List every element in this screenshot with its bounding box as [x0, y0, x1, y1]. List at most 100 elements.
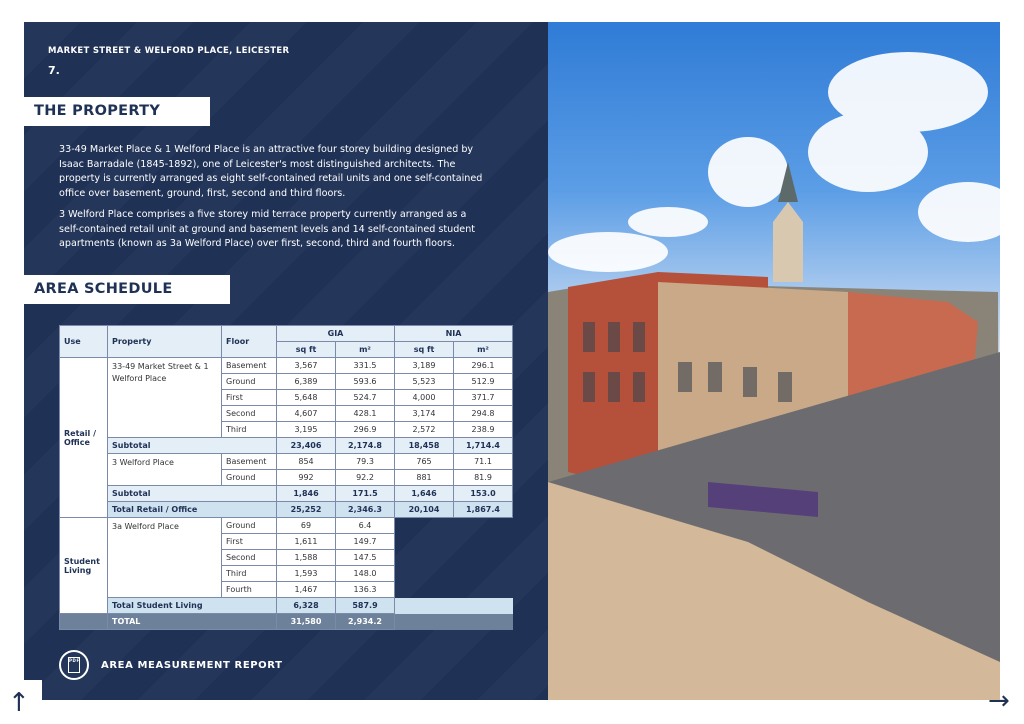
property-name: 33-49 Market Street & 1 Welford Place: [107, 357, 222, 438]
arrow-up-icon[interactable]: ↑: [8, 688, 30, 718]
table-row: Total Retail / Office 25,252 2,346.3 20,104…: [60, 501, 513, 518]
table-cell: 5,648: [276, 389, 336, 406]
table-row: Use Property Floor GIA NIA: [59, 325, 513, 358]
grand-total-label: TOTAL: [107, 613, 277, 630]
header-unit: m²: [335, 341, 395, 358]
table-row: Total Student Living 6,328 587.9: [60, 597, 513, 614]
table-cell: 593.6: [335, 373, 395, 390]
table-cell: 331.5: [335, 357, 395, 374]
header-floor: Floor: [221, 325, 277, 358]
table-cell: 69: [276, 517, 336, 534]
table-cell: 2,934.2: [335, 613, 395, 630]
empty-cell: [59, 613, 108, 630]
table-cell: 25,252: [276, 501, 336, 518]
table-cell: First: [221, 533, 277, 550]
section-heading-property: THE PROPERTY: [24, 97, 210, 126]
table-row: Ground 992 92.2 881 81.9: [60, 469, 513, 486]
table-cell: 3,174: [394, 405, 454, 422]
page-number: 7.: [48, 64, 60, 77]
table-row: Ground 6,389 593.6 5,523 512.9: [60, 373, 513, 390]
table-cell: 1,846: [276, 485, 336, 502]
empty-cell: [394, 613, 513, 630]
table-cell: Basement: [221, 357, 277, 374]
header-nia: NIA: [394, 325, 513, 342]
property-name: 3a Welford Place: [107, 517, 222, 598]
table-cell: 296.9: [335, 421, 395, 438]
table-cell: 71.1: [453, 453, 513, 470]
table-row: First 1,611 149.7: [60, 533, 513, 550]
table-cell: 20,104: [394, 501, 454, 518]
table-cell: 147.5: [335, 549, 395, 566]
table-cell: 1,467: [276, 581, 336, 598]
table-row: 3 Welford Place Basement 854 79.3 765 71.1: [60, 453, 513, 486]
property-name: 3 Welford Place: [107, 453, 222, 486]
table-row: Third 3,195 296.9 2,572 238.9: [60, 421, 513, 438]
table-cell: 765: [394, 453, 454, 470]
table-cell: 1,714.4: [453, 437, 513, 454]
table-cell: 81.9: [453, 469, 513, 486]
location-title: MARKET STREET & WELFORD PLACE, LEICESTER: [48, 46, 290, 56]
use-student-living: Student Living: [59, 517, 108, 614]
table-cell: 6,328: [276, 597, 336, 614]
area-measurement-report-link[interactable]: PDF AREA MEASUREMENT REPORT: [59, 650, 283, 680]
header-gia: GIA: [276, 325, 395, 342]
table-cell: 428.1: [335, 405, 395, 422]
table-cell: 587.9: [335, 597, 395, 614]
table-cell: 4,000: [394, 389, 454, 406]
property-paragraph-1: 33-49 Market Place & 1 Welford Place is …: [59, 144, 483, 199]
pdf-icon: PDF: [59, 650, 89, 680]
table-cell: 2,572: [394, 421, 454, 438]
table-cell: 6.4: [335, 517, 395, 534]
table-row: Subtotal 1,846 171.5 1,646 153.0: [60, 485, 513, 502]
table-cell: 6,389: [276, 373, 336, 390]
table-cell: 2,174.8: [335, 437, 395, 454]
table-cell: 1,593: [276, 565, 336, 582]
table-cell: 1,611: [276, 533, 336, 550]
header-unit: sq ft: [394, 341, 454, 358]
table-cell: 524.7: [335, 389, 395, 406]
table-cell: 854: [276, 453, 336, 470]
building-photo: [548, 22, 1000, 700]
use-retail-office: Retail / Office: [59, 357, 108, 518]
table-cell: First: [221, 389, 277, 406]
table-row: Retail / Office 33-49 Market Street & 1 W…: [59, 357, 513, 518]
report-label: AREA MEASUREMENT REPORT: [101, 659, 283, 671]
table-cell: 92.2: [335, 469, 395, 486]
table-cell: Third: [221, 421, 277, 438]
table-cell: 153.0: [453, 485, 513, 502]
table-cell: 31,580: [276, 613, 336, 630]
content-panel: MARKET STREET & WELFORD PLACE, LEICESTER…: [24, 22, 548, 700]
subtotal-label: Subtotal: [107, 437, 277, 454]
table-cell: Ground: [221, 469, 277, 486]
table-cell: 171.5: [335, 485, 395, 502]
empty-cell: [395, 534, 513, 550]
table-cell: 4,607: [276, 405, 336, 422]
header-use: Use: [59, 325, 108, 358]
table-row: TOTAL 31,580 2,934.2: [59, 613, 513, 630]
empty-cell: [395, 566, 513, 582]
table-cell: 1,867.4: [453, 501, 513, 518]
table-row: Student Living 3a Welford Place Ground 69 6.…: [59, 517, 513, 614]
total-label: Total Retail / Office: [107, 501, 277, 518]
table-cell: Second: [221, 405, 277, 422]
table-cell: 992: [276, 469, 336, 486]
table-cell: 294.8: [453, 405, 513, 422]
property-paragraph-2: 3 Welford Place comprises a five storey …: [59, 209, 476, 249]
subtotal-label: Subtotal: [107, 485, 277, 502]
header-unit: m²: [453, 341, 513, 358]
table-cell: Second: [221, 549, 277, 566]
empty-cell: [395, 550, 513, 566]
table-cell: 371.7: [453, 389, 513, 406]
table-row: First 5,648 524.7 4,000 371.7: [60, 389, 513, 406]
empty-cell: [395, 582, 513, 598]
table-cell: 18,458: [394, 437, 454, 454]
table-cell: 2,346.3: [335, 501, 395, 518]
area-schedule-table: Use Property Floor GIA NIA sq ft m² sq ft m² Reta…: [59, 325, 513, 630]
table-cell: 149.7: [335, 533, 395, 550]
table-cell: Ground: [221, 373, 277, 390]
table-cell: 512.9: [453, 373, 513, 390]
table-row: Subtotal 23,406 2,174.8 18,458 1,714.4: [60, 437, 513, 454]
total-label: Total Student Living: [107, 597, 277, 614]
table-cell: 3,567: [276, 357, 336, 374]
table-cell: Third: [221, 565, 277, 582]
